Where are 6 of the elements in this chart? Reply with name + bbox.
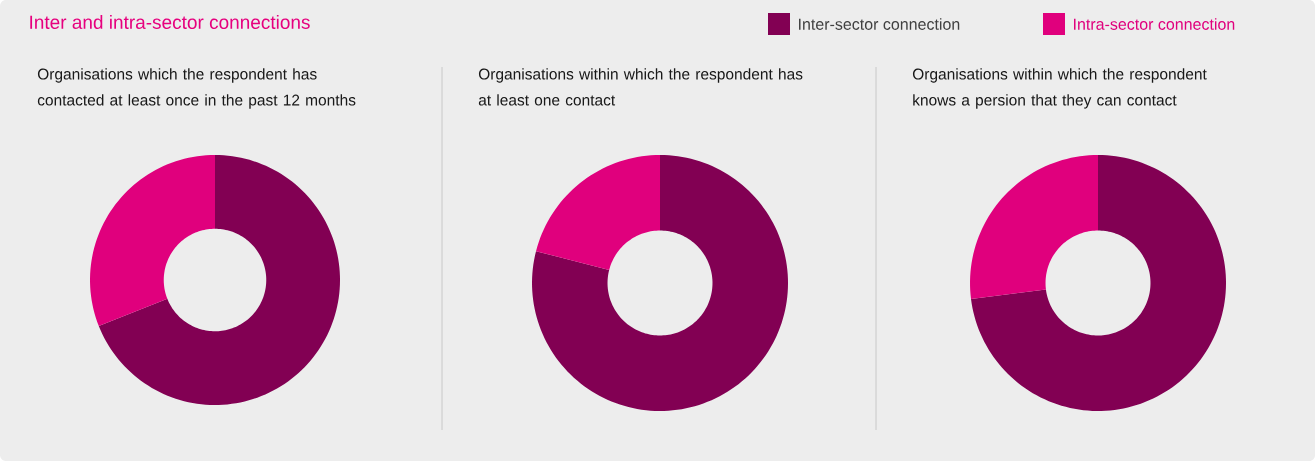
- legend-label: Intra-sector connection: [1074, 18, 1235, 30]
- chart-subtitle: Organisations within which the respondent knows a persion that they can contact: [912, 68, 1207, 109]
- chart-subtitle: Organisations within which the respondent has at least one contact: [478, 68, 803, 106]
- legend-label: Inter-sector connection: [799, 18, 960, 30]
- text: Organisations which the respondent has contacted at least once in the past 12 months: [37, 68, 356, 109]
- chart-title: Inter and intra-sector connections: [30, 15, 310, 29]
